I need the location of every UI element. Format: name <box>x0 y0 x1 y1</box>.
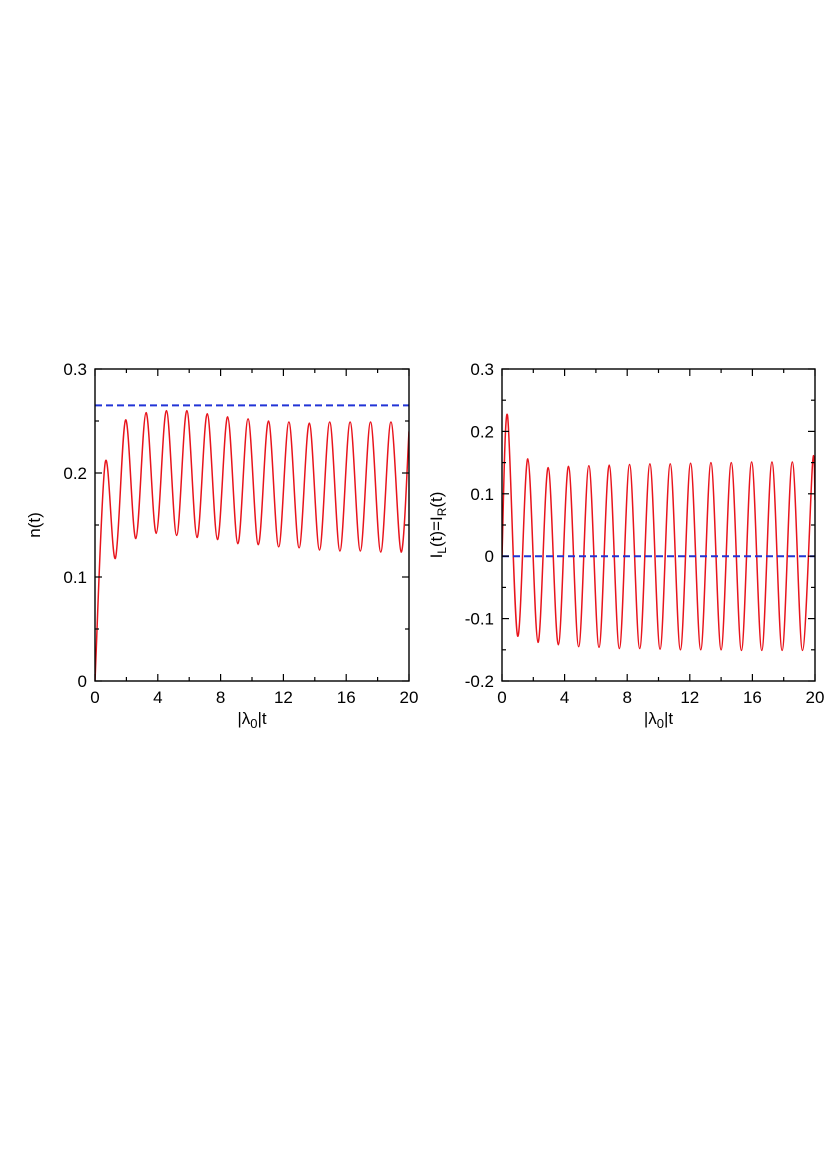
y-tick-label: 0.2 <box>470 422 494 441</box>
y-tick-label: 0.3 <box>470 360 494 379</box>
x-label-part: |λ <box>644 709 657 728</box>
x-tick-label: 4 <box>560 688 569 707</box>
x-label-part: |t <box>258 709 267 728</box>
x-tick-label: 0 <box>497 688 506 707</box>
x-tick-label: 16 <box>743 688 762 707</box>
y-label-subscript: R <box>435 507 449 516</box>
x-tick-label: 0 <box>90 688 99 707</box>
x-tick-label: 20 <box>806 688 825 707</box>
x-tick-label: 16 <box>337 688 356 707</box>
x-tick-label: 12 <box>274 688 293 707</box>
series-line-oscillating <box>95 409 409 681</box>
y-tick-label: 0.1 <box>63 568 87 587</box>
y-tick-label: 0.2 <box>63 464 87 483</box>
y-label-part: (t)=I <box>427 516 446 547</box>
y-tick-label: -0.1 <box>465 610 494 629</box>
x-label-part: |λ <box>237 709 250 728</box>
x-tick-label: 4 <box>153 688 162 707</box>
y-tick-label: -0.2 <box>465 672 494 691</box>
x-axis-label: |λ0|t <box>644 709 674 731</box>
plot-frame <box>94 368 410 682</box>
x-label-subscript: 0 <box>657 716 664 731</box>
y-tick-label: 0 <box>485 547 494 566</box>
y-label-subscript: L <box>435 547 449 554</box>
series-line-oscillating <box>502 413 815 652</box>
x-axis-label: |λ0|t <box>237 709 267 731</box>
x-tick-label: 20 <box>400 688 419 707</box>
x-label-part: |t <box>664 709 673 728</box>
chart-panel-current: 0 4 8 12 16 20-0.2-0.100.10.20.3|λ0|tIL(t)=IR… <box>427 360 824 731</box>
y-axis-label: n(t) <box>25 512 44 538</box>
x-tick-label: 8 <box>622 688 631 707</box>
x-tick-label: 12 <box>680 688 699 707</box>
y-label-part: (t) <box>427 492 446 508</box>
x-label-subscript: 0 <box>250 716 257 731</box>
y-tick-label: 0 <box>78 672 87 691</box>
y-tick-label: 0.1 <box>470 485 494 504</box>
y-axis-label: IL(t)=IR(t) <box>427 492 449 559</box>
x-tick-label: 8 <box>216 688 225 707</box>
y-tick-label: 0.3 <box>63 360 87 379</box>
y-label-part: I <box>427 554 446 559</box>
